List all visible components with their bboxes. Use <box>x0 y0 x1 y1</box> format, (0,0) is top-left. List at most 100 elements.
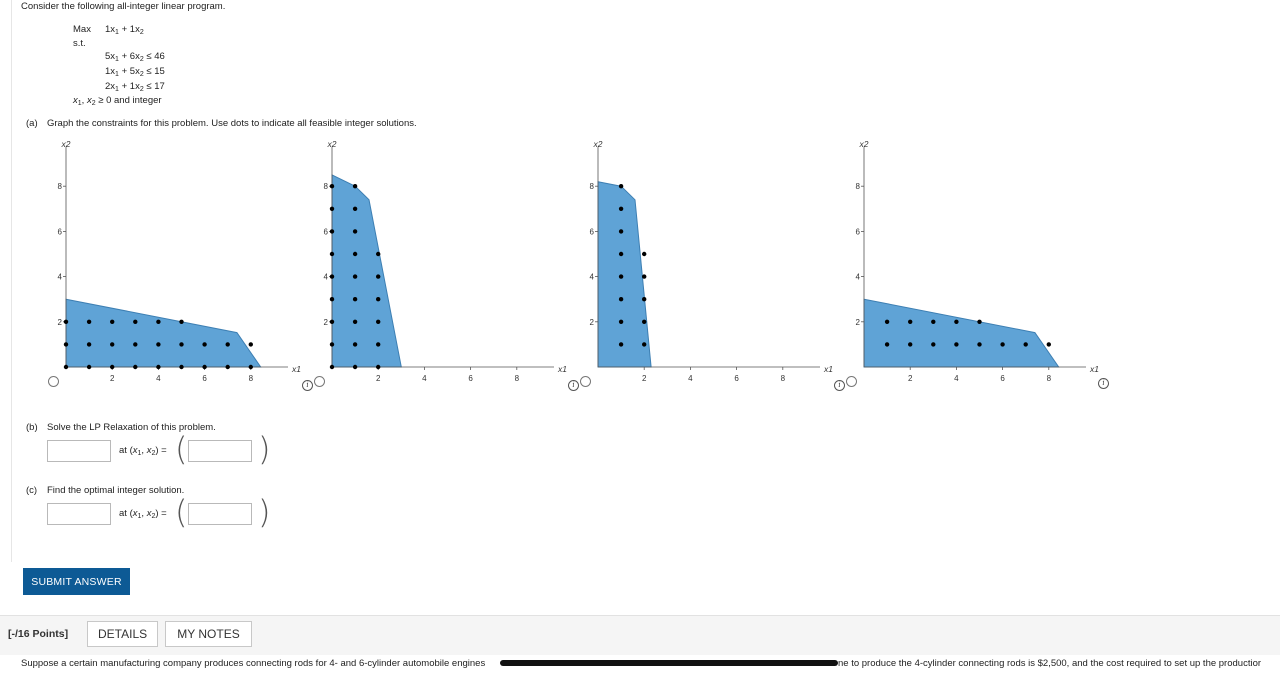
integer-point-1-7-1 <box>225 342 230 347</box>
nonnegativity-constraint: x1, x2 ≥ 0 and integer <box>73 95 162 107</box>
integer-point-1-6-0 <box>202 364 207 370</box>
integer-point-2-2-4 <box>376 274 381 279</box>
integer-point-4-7-1 <box>1023 342 1028 347</box>
y-tick-label-3-6: 6 <box>590 227 595 236</box>
integer-point-4-3-2 <box>931 319 936 324</box>
constraint-3: 2x1 + 1x2 ≤ 17 <box>105 81 165 93</box>
integer-point-1-5-1 <box>179 342 184 347</box>
integer-point-2-1-5 <box>352 251 358 257</box>
integer-point-3-2-5 <box>642 251 647 257</box>
integer-point-2-1-0 <box>352 364 358 370</box>
integer-point-2-0-7 <box>329 206 335 211</box>
graph-options-area: 2 4 6 8 2 4 6 8 x2 x1 2 4 6 8 2 4 6 8 x2 x1 2 4 6 8 2 4 6 8 x2 x1 2 4 6 8… <box>58 139 1100 383</box>
x-tick-label-2-2: 2 <box>376 374 381 383</box>
integer-point-1-4-0 <box>156 364 161 370</box>
integer-point-3-2-2 <box>642 319 647 324</box>
integer-point-2-0-6 <box>329 229 335 234</box>
lp-relaxation-at-label: at (x1, x2) = <box>119 445 167 457</box>
x-tick-label-3-4: 4 <box>688 374 693 383</box>
y-axis-label-4: x2 <box>859 139 869 149</box>
integer-point-2-1-6 <box>352 229 358 234</box>
x-tick-label-3-6: 6 <box>734 374 739 383</box>
x-tick-label-1-2: 2 <box>110 374 115 383</box>
integer-point-4-8-1 <box>1046 342 1052 347</box>
objective-label: Max <box>73 24 91 35</box>
integer-point-4-4-1 <box>954 342 959 347</box>
feasible-region-2 <box>331 174 402 368</box>
submit-answer-button[interactable]: SUBMIT ANSWER <box>23 568 130 595</box>
x-tick-label-4-8: 8 <box>1047 374 1052 383</box>
info-icon[interactable]: i <box>568 380 579 391</box>
integer-point-1-2-1 <box>110 342 115 347</box>
part-a-text: Graph the constraints for this problem. … <box>47 118 417 129</box>
integer-point-1-8-1 <box>248 342 253 347</box>
graph-option-2-radio[interactable] <box>314 376 325 387</box>
next-question-text-start: Suppose a certain manufacturing company … <box>21 658 486 669</box>
integer-point-2-1-1 <box>352 342 358 347</box>
integer-point-3-1-4 <box>618 274 624 279</box>
details-button[interactable]: DETAILS <box>87 621 158 647</box>
integer-point-1-3-1 <box>133 342 138 347</box>
graph-option-1-radio[interactable] <box>48 376 59 387</box>
integer-solution-point-input[interactable] <box>188 503 252 525</box>
objective-function: 1x1 + 1x2 <box>105 24 144 36</box>
integer-point-1-6-1 <box>202 342 207 347</box>
integer-point-4-6-1 <box>1000 342 1005 347</box>
content-frame-border <box>11 0 12 562</box>
integer-point-2-1-4 <box>352 274 358 279</box>
x-tick-label-4-2: 2 <box>908 374 913 383</box>
points-label: [-/16 Points] <box>8 628 69 640</box>
integer-point-4-4-2 <box>954 319 959 324</box>
graph-option-3-radio[interactable] <box>580 376 591 387</box>
integer-point-1-0-0 <box>63 364 69 370</box>
integer-point-2-0-5 <box>329 251 335 257</box>
x-tick-label-2-6: 6 <box>468 374 473 383</box>
x-tick-label-4-6: 6 <box>1000 374 1005 383</box>
info-icon[interactable]: i <box>1098 378 1109 389</box>
integer-point-1-3-0 <box>133 364 138 370</box>
lp-relaxation-point-input[interactable] <box>188 440 252 462</box>
y-axis-label-1: x2 <box>61 139 71 149</box>
integer-point-1-1-2 <box>86 319 92 324</box>
x-tick-label-2-4: 4 <box>422 374 427 383</box>
lp-relaxation-value-input[interactable] <box>47 440 111 462</box>
constraint-2: 1x1 + 5x2 ≤ 15 <box>105 66 165 78</box>
integer-point-4-1-2 <box>884 319 890 324</box>
integer-point-2-2-1 <box>376 342 381 347</box>
integer-point-3-2-3 <box>642 297 647 302</box>
y-tick-label-1-4: 4 <box>58 273 63 282</box>
integer-point-2-0-2 <box>329 319 335 324</box>
y-tick-label-2-8: 8 <box>324 182 329 191</box>
integer-point-3-2-1 <box>642 342 647 347</box>
subject-to-label: s.t. <box>73 38 86 49</box>
y-tick-label-3-4: 4 <box>590 273 595 282</box>
integer-point-1-2-2 <box>110 319 115 324</box>
integer-point-1-4-1 <box>156 342 161 347</box>
integer-point-4-1-1 <box>884 342 890 347</box>
integer-point-1-0-2 <box>63 319 69 324</box>
info-icon[interactable]: i <box>302 380 313 391</box>
y-tick-label-2-6: 6 <box>324 227 329 236</box>
part-c-text: Find the optimal integer solution. <box>47 485 185 496</box>
integer-solution-close-paren: ) <box>258 493 271 531</box>
graph-option-4-radio[interactable] <box>846 376 857 387</box>
y-tick-label-4-4: 4 <box>856 273 861 282</box>
integer-point-4-5-1 <box>977 342 982 347</box>
integer-point-2-1-3 <box>352 297 358 302</box>
integer-solution-value-input[interactable] <box>47 503 111 525</box>
x-tick-label-3-8: 8 <box>781 374 786 383</box>
x-tick-label-4-4: 4 <box>954 374 959 383</box>
integer-solution-open-paren: ( <box>175 493 188 531</box>
y-tick-label-4-8: 8 <box>856 182 861 191</box>
my-notes-button[interactable]: MY NOTES <box>165 621 252 647</box>
x-tick-label-1-8: 8 <box>249 374 254 383</box>
part-b-label: (b) <box>26 422 38 433</box>
x-axis-label-3: x1 <box>823 364 833 374</box>
integer-point-2-0-8 <box>329 184 335 189</box>
part-b-text: Solve the LP Relaxation of this problem. <box>47 422 216 433</box>
info-icon[interactable]: i <box>834 380 845 391</box>
integer-point-4-2-1 <box>908 342 913 347</box>
integer-point-3-1-8 <box>618 184 624 189</box>
integer-point-2-1-7 <box>352 206 358 211</box>
integer-point-4-5-2 <box>977 319 982 324</box>
